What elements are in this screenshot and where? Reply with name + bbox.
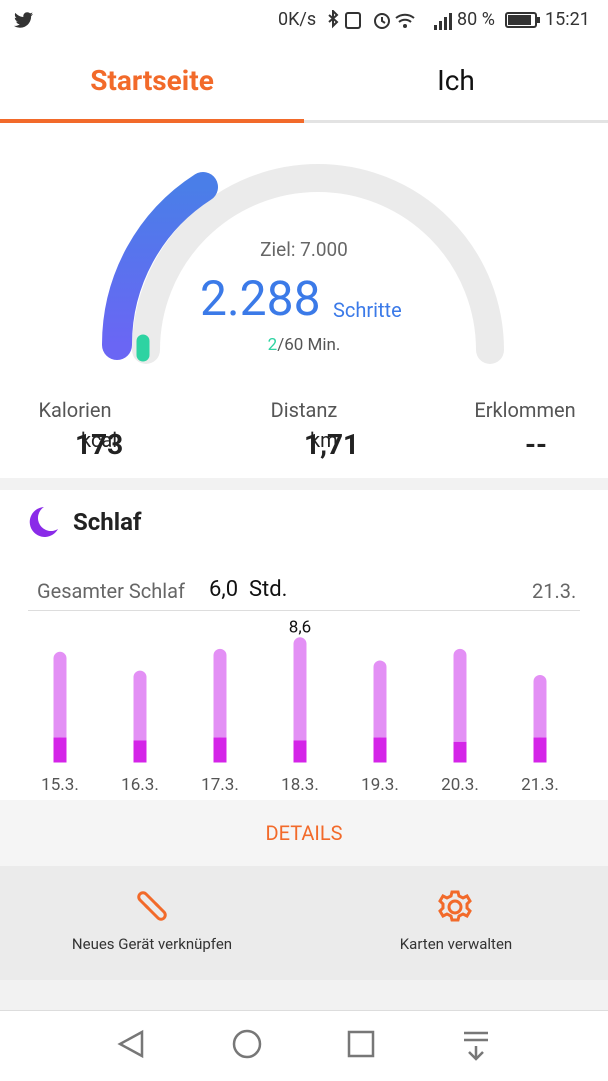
status-icons — [328, 10, 452, 30]
sleep-total-value: 6,0 — [209, 577, 239, 602]
x-tick-label: 21.3. — [521, 775, 559, 795]
link-icon[interactable] — [134, 888, 170, 924]
sleep-total-label: Gesamter Schlaf — [37, 579, 185, 603]
sleep-title: Schlaf — [73, 508, 142, 536]
x-tick-label: 15.3. — [41, 775, 79, 795]
sleep-bar — [53, 737, 67, 763]
sleep-date: 21.3. — [532, 579, 577, 603]
x-tick-label: 20.3. — [441, 775, 479, 795]
sleep-total: 6,0 Std. — [209, 577, 287, 602]
sleep-total-unit: Std. — [248, 577, 288, 602]
sleep-bar-fill — [533, 682, 547, 738]
gear-icon[interactable] — [437, 889, 473, 925]
moon-icon — [29, 507, 58, 537]
active-done: 2 — [267, 335, 278, 355]
sleep-bar-fill — [53, 658, 67, 738]
sleep-bar — [293, 740, 307, 763]
stat-label: Kalorien — [38, 398, 112, 422]
sleep-bar — [133, 740, 147, 763]
sleep-chart: 15.3. 16.3. 17.3. 18.3. 19.3. 20.3. 21.3. 8,6 — [41, 617, 559, 795]
stat-number: 1,71 — [304, 428, 360, 461]
shortcut-label[interactable]: Karten verwalten — [399, 935, 513, 953]
step-count: 2.288 — [200, 270, 321, 327]
sleep-bar-fill — [453, 655, 467, 742]
tab[interactable]: Startseite — [90, 64, 214, 97]
twitter-icon — [14, 12, 33, 28]
sleep-bar — [213, 737, 227, 763]
x-tick-label: 18.3. — [281, 775, 319, 795]
peak-label: 8,6 — [289, 617, 311, 637]
battery-icon — [505, 12, 540, 28]
sleep-bar-fill — [293, 644, 307, 741]
stat-label: Distanz — [270, 398, 338, 422]
active-minutes: 2/60 Min. — [0, 335, 608, 355]
active-goal: /60 Min. — [277, 335, 341, 355]
tab[interactable]: Ich — [437, 64, 475, 97]
sleep-bar — [453, 741, 467, 763]
net-speed: 0K/s — [278, 9, 317, 30]
x-tick-label: 19.3. — [361, 775, 399, 795]
sleep-bar-fill — [373, 667, 387, 738]
shortcut-panel — [0, 866, 608, 980]
clock: 15:21 — [545, 9, 590, 30]
divider — [28, 610, 580, 611]
x-tick-label: 16.3. — [121, 775, 159, 795]
battery-text: 80 % — [457, 9, 495, 30]
tab-indicator — [0, 119, 304, 123]
sleep-bar — [533, 737, 547, 763]
top-panel — [0, 0, 608, 478]
shortcut-label[interactable]: Neues Gerät verknüpfen — [71, 935, 233, 953]
stat-unit: km — [310, 428, 338, 452]
step-gauge — [101, 164, 504, 364]
stat-label: Erklommen — [474, 398, 576, 422]
step-goal: Ziel: 7.000 — [260, 238, 348, 261]
x-tick-label: 17.3. — [201, 775, 239, 795]
nav-bar — [0, 1010, 608, 1081]
tab-divider — [304, 120, 608, 123]
stat-number: -- — [525, 428, 548, 461]
sleep-bar-fill — [133, 677, 147, 741]
details-button[interactable]: DETAILS — [0, 800, 608, 866]
step-unit: Schritte — [333, 298, 402, 322]
stat-number: 173 — [75, 428, 124, 461]
nav-buttons[interactable] — [0, 1010, 608, 1080]
sleep-bar — [373, 737, 387, 763]
sleep-bar-fill — [213, 655, 227, 738]
stat-unit: kcal — [81, 428, 118, 452]
